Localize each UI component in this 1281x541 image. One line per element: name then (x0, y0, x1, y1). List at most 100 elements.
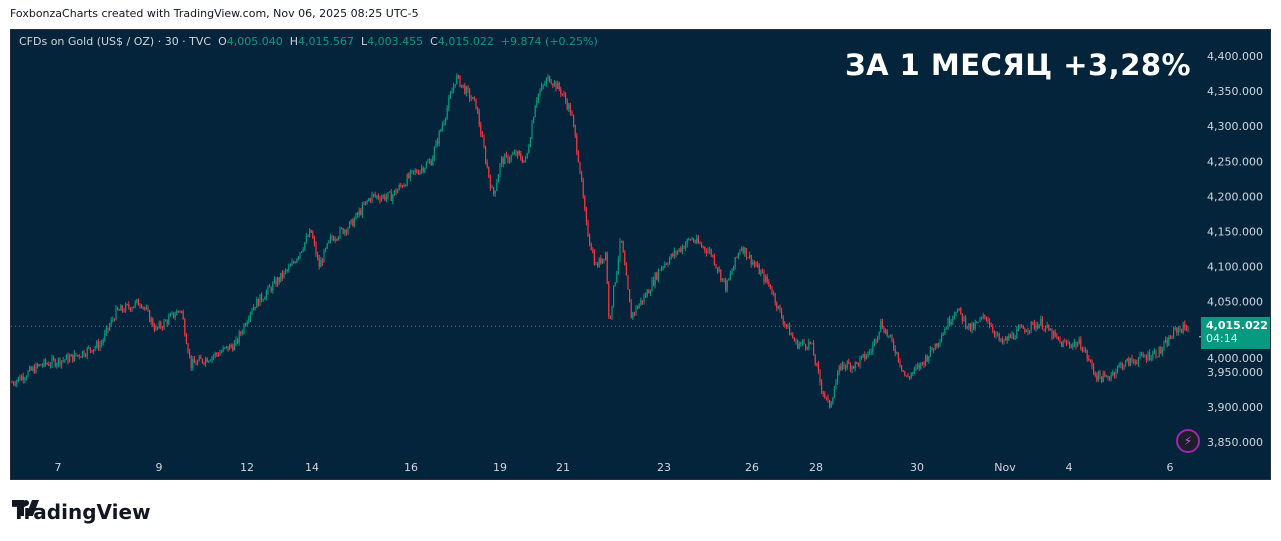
candle-body (230, 344, 232, 347)
candle-body (73, 353, 75, 362)
candle-body (517, 151, 519, 156)
candle-body (56, 363, 58, 367)
candle-body (771, 289, 773, 294)
candle-body (357, 213, 359, 216)
candle-body (600, 258, 602, 264)
candle-body (325, 248, 327, 251)
candle-body (1009, 335, 1011, 338)
candle-body (269, 286, 271, 288)
candle-body (1078, 339, 1080, 344)
candle-body (317, 254, 319, 258)
candle-body (816, 363, 818, 365)
candle-body (1117, 366, 1119, 372)
candle-body (225, 346, 227, 348)
candle-body (888, 335, 890, 337)
candle-body (280, 272, 282, 282)
candle-body (633, 312, 635, 314)
candle-body (509, 159, 511, 162)
candle-body (856, 362, 858, 363)
candle-body (901, 365, 903, 370)
candle-body (790, 334, 792, 336)
candle-body (115, 307, 117, 321)
candle-body (758, 264, 760, 275)
candle-body (533, 117, 535, 124)
candle-body (667, 263, 669, 265)
candle-body (288, 266, 290, 270)
candle-body (553, 81, 555, 86)
candle-body (577, 152, 579, 163)
candle-body (155, 326, 157, 331)
candle-body (629, 289, 631, 303)
candle-body (1017, 327, 1019, 330)
candle-body (304, 242, 306, 250)
candle-body (760, 271, 762, 275)
candle-body (1069, 342, 1071, 346)
x-tick-label: Nov (994, 461, 1016, 474)
candle-body (406, 174, 408, 186)
candle-body (141, 305, 143, 308)
candle-body (1032, 321, 1034, 323)
lightning-bolt-icon[interactable]: ⚡ (1176, 429, 1200, 453)
candle-body (253, 307, 255, 311)
candle-body (456, 75, 458, 85)
candle-body (1134, 360, 1136, 364)
candle-body (417, 172, 419, 175)
candle-body (1001, 339, 1003, 343)
candle-body (182, 311, 184, 320)
symbol-label[interactable]: CFDs on Gold (US$ / OZ) · 30 · TVC (19, 35, 212, 48)
candle-body (616, 271, 618, 283)
candle-body (592, 250, 594, 253)
candle-body (254, 307, 256, 308)
candle-body (886, 330, 888, 336)
candle-body (453, 85, 455, 92)
y-tick-label: 4,000.000 (1207, 352, 1263, 365)
candle-body (352, 219, 354, 227)
candle-body (181, 311, 183, 313)
candle-body (294, 262, 296, 264)
candle-body (789, 324, 791, 336)
candle-body (201, 358, 203, 363)
candle-body (446, 108, 448, 119)
candle-body (368, 198, 370, 201)
candle-body (414, 170, 416, 172)
candle-body (539, 90, 541, 95)
candle-body (1029, 330, 1031, 332)
candle-body (958, 308, 960, 310)
candle-body (681, 246, 683, 252)
chart-panel[interactable]: 4,400.000 4,350.000 4,300.000 4,250.000 4,20… (10, 29, 1271, 480)
candle-body (157, 326, 159, 328)
candle-body (411, 170, 413, 172)
candle-body (1109, 378, 1111, 380)
candle-body (904, 371, 906, 376)
candle-body (1184, 323, 1186, 328)
candle-body (187, 343, 189, 353)
candle-body (29, 367, 31, 372)
candle-body (97, 341, 99, 349)
candle-body (1166, 339, 1168, 346)
candle-body (977, 321, 979, 323)
candle-body (715, 264, 717, 268)
candle-body (153, 325, 155, 331)
candle-body (521, 158, 523, 163)
price-chart[interactable]: 4,400.000 4,350.000 4,300.000 4,250.000 4,20… (11, 30, 1272, 481)
candle-body (93, 349, 95, 353)
candle-body (1112, 372, 1114, 376)
candle-body (205, 358, 207, 364)
candle-body (57, 358, 59, 364)
candle-body (278, 277, 280, 282)
candle-body (59, 358, 61, 366)
candle-body (872, 344, 874, 352)
candle-body (673, 250, 675, 257)
candle-body (568, 104, 570, 109)
candle-body (101, 342, 103, 345)
candle-body (573, 115, 575, 126)
candle-body (198, 357, 200, 361)
tradingview-logo[interactable]: TradingView (12, 500, 151, 524)
candle-body (408, 174, 410, 178)
candle-body (72, 354, 74, 362)
last-price: 4,015.022 (1206, 319, 1268, 332)
candle-body (285, 270, 287, 272)
candle-body (694, 241, 696, 243)
candle-body (806, 347, 808, 349)
candle-body (752, 262, 754, 265)
